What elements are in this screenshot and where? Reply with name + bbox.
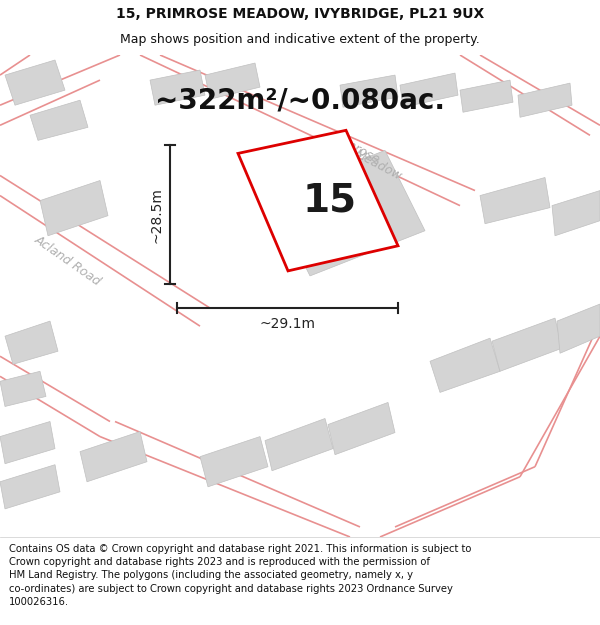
Polygon shape xyxy=(150,70,205,105)
Polygon shape xyxy=(460,80,513,112)
Polygon shape xyxy=(205,63,260,99)
Polygon shape xyxy=(0,465,60,509)
Polygon shape xyxy=(30,100,88,141)
Text: Contains OS data © Crown copyright and database right 2021. This information is : Contains OS data © Crown copyright and d… xyxy=(9,544,472,607)
Polygon shape xyxy=(400,73,458,107)
Polygon shape xyxy=(200,437,268,487)
Polygon shape xyxy=(80,431,147,482)
Polygon shape xyxy=(552,191,600,236)
Polygon shape xyxy=(328,402,395,454)
Polygon shape xyxy=(238,130,398,271)
Text: Primrose: Primrose xyxy=(328,129,382,166)
Text: 15: 15 xyxy=(302,181,356,219)
Polygon shape xyxy=(557,304,600,353)
Text: 15, PRIMROSE MEADOW, IVYBRIDGE, PL21 9UX: 15, PRIMROSE MEADOW, IVYBRIDGE, PL21 9UX xyxy=(116,7,484,21)
Polygon shape xyxy=(5,60,65,105)
Polygon shape xyxy=(430,338,500,392)
Polygon shape xyxy=(40,181,108,236)
Text: ~322m²/~0.080ac.: ~322m²/~0.080ac. xyxy=(155,86,445,114)
Text: ~29.1m: ~29.1m xyxy=(260,317,316,331)
Text: Map shows position and indicative extent of the property.: Map shows position and indicative extent… xyxy=(120,33,480,46)
Text: Acland Road: Acland Road xyxy=(32,233,104,289)
Polygon shape xyxy=(518,83,572,118)
Polygon shape xyxy=(5,321,58,364)
Polygon shape xyxy=(270,151,425,276)
Polygon shape xyxy=(0,421,55,464)
Polygon shape xyxy=(340,75,398,108)
Text: ~28.5m: ~28.5m xyxy=(149,187,163,242)
Polygon shape xyxy=(492,318,562,371)
Polygon shape xyxy=(265,419,333,471)
Text: Meadow: Meadow xyxy=(352,148,404,183)
Polygon shape xyxy=(0,371,46,406)
Polygon shape xyxy=(480,177,550,224)
